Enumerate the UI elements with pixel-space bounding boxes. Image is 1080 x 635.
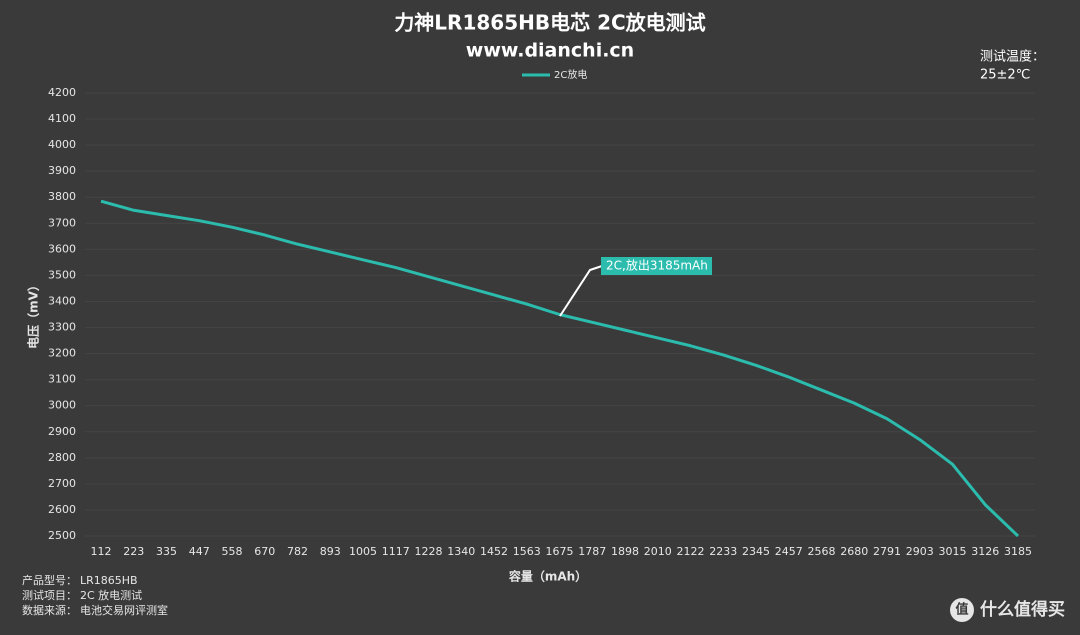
x-tick-label: 1340 bbox=[447, 545, 475, 558]
note-value: 2C 放电测试 bbox=[80, 588, 142, 602]
y-tick-label: 3600 bbox=[48, 242, 76, 255]
annotation: 2C,放出3185mAh bbox=[606, 258, 708, 273]
x-tick-label: 112 bbox=[91, 545, 112, 558]
x-tick-label: 1563 bbox=[513, 545, 541, 558]
y-tick-label: 4200 bbox=[48, 86, 76, 99]
y-tick-label: 2600 bbox=[48, 503, 76, 516]
y-tick-label: 2500 bbox=[48, 529, 76, 542]
y-tick-label: 3000 bbox=[48, 399, 76, 412]
watermark-icon bbox=[950, 598, 974, 622]
x-tick-label: 1005 bbox=[349, 545, 377, 558]
x-tick-label: 2457 bbox=[775, 545, 803, 558]
x-tick-label: 1675 bbox=[546, 545, 574, 558]
x-tick-label: 2122 bbox=[677, 545, 705, 558]
y-axis-label: 电压（mV） bbox=[26, 279, 41, 349]
y-tick-label: 2800 bbox=[48, 451, 76, 464]
chart-subtitle: www.dianchi.cn bbox=[466, 40, 634, 62]
x-tick-label: 2791 bbox=[873, 545, 901, 558]
y-tick-label: 3300 bbox=[48, 321, 76, 334]
test-condition-label: 测试温度： bbox=[980, 49, 1045, 65]
x-axis-label: 容量（mAh） bbox=[508, 569, 587, 584]
note-label: 数据来源： bbox=[22, 603, 77, 617]
x-tick-label: 1228 bbox=[415, 545, 443, 558]
note-value: 电池交易网评测室 bbox=[80, 603, 168, 617]
x-tick-label: 3015 bbox=[939, 545, 967, 558]
x-tick-label: 1452 bbox=[480, 545, 508, 558]
x-tick-label: 2345 bbox=[742, 545, 770, 558]
annotation-box bbox=[601, 257, 712, 275]
x-tick-label: 2903 bbox=[906, 545, 934, 558]
grid bbox=[85, 92, 1035, 537]
x-tick-label: 3185 bbox=[1004, 545, 1032, 558]
note-value: LR1865HB bbox=[80, 574, 138, 587]
x-tick-label: 447 bbox=[189, 545, 210, 558]
x-tick-label: 1898 bbox=[611, 545, 639, 558]
x-tick-label: 2568 bbox=[808, 545, 836, 558]
x-tick-label: 1117 bbox=[382, 545, 410, 558]
note-label: 测试项目： bbox=[22, 589, 77, 602]
watermark: 什么值得买 bbox=[980, 599, 1065, 620]
x-tick-label: 670 bbox=[254, 545, 275, 558]
y-tick-label: 3400 bbox=[48, 294, 76, 307]
x-tick-label: 335 bbox=[156, 545, 177, 558]
y-tick-label: 4000 bbox=[48, 138, 76, 151]
x-tick-label: 3126 bbox=[971, 545, 999, 558]
x-tick-label: 2010 bbox=[644, 545, 672, 558]
y-tick-label: 3500 bbox=[48, 268, 76, 281]
y-tick-label: 2700 bbox=[48, 477, 76, 490]
x-tick-label: 782 bbox=[287, 545, 308, 558]
y-tick-label: 3900 bbox=[48, 164, 76, 177]
annotation-leader bbox=[559, 265, 603, 317]
chart-title: 力神LR1865HB电芯 2C放电测试 bbox=[394, 11, 705, 35]
y-tick-label: 3800 bbox=[48, 190, 76, 203]
legend-label: 2C放电 bbox=[554, 68, 587, 81]
x-tick-label: 223 bbox=[123, 545, 144, 558]
y-tick-label: 3100 bbox=[48, 373, 76, 386]
x-tick-label: 558 bbox=[222, 545, 243, 558]
x-tick-label: 893 bbox=[320, 545, 341, 558]
x-tick-label: 1787 bbox=[578, 545, 606, 558]
x-tick-label: 2233 bbox=[709, 545, 737, 558]
data-line bbox=[100, 199, 1020, 538]
y-tick-label: 3700 bbox=[48, 216, 76, 229]
test-condition-value: 25±2℃ bbox=[980, 68, 1030, 83]
note-label: 产品型号： bbox=[22, 573, 77, 587]
watermark-icon-text: 值 bbox=[955, 602, 968, 618]
x-tick-label: 2680 bbox=[840, 545, 868, 558]
y-tick-label: 3200 bbox=[48, 347, 76, 360]
y-tick-label: 2900 bbox=[48, 425, 76, 438]
y-tick-label: 4100 bbox=[48, 112, 76, 125]
